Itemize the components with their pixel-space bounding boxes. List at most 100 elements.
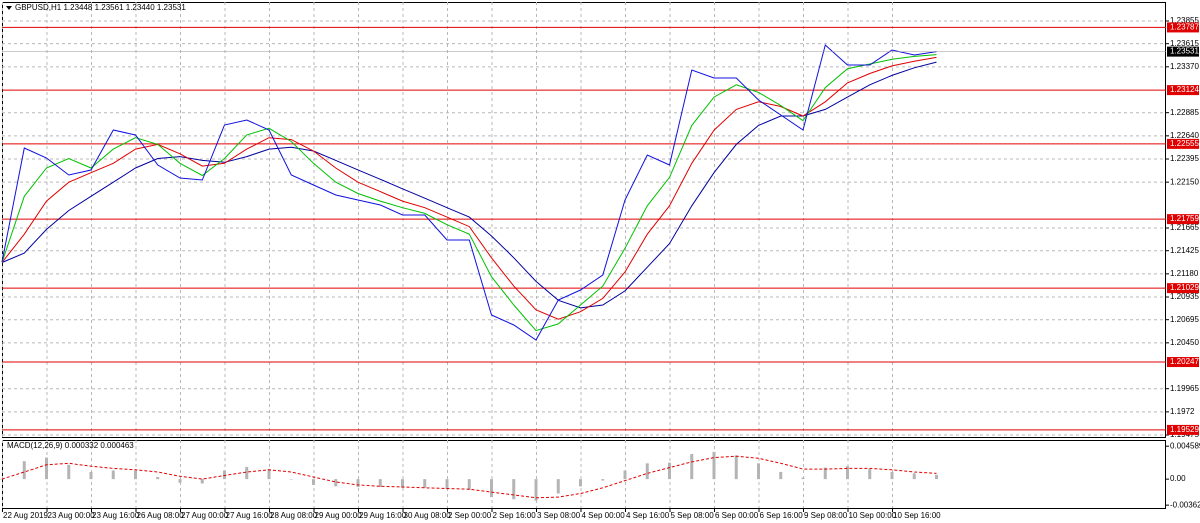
histogram-bar bbox=[178, 479, 182, 483]
y-tick-label: 1.20450 bbox=[1170, 338, 1199, 347]
macd-frame bbox=[2, 440, 1166, 509]
histogram-bar bbox=[690, 454, 694, 480]
y-tick-label: 1.22150 bbox=[1170, 177, 1199, 186]
level-tag bbox=[1167, 424, 1199, 435]
histogram-bar bbox=[846, 466, 849, 480]
x-tick-label: 23 Aug 00:00 bbox=[48, 511, 96, 520]
histogram-bar bbox=[579, 479, 582, 487]
histogram-bar bbox=[89, 471, 93, 480]
level-tag bbox=[1167, 357, 1199, 368]
last-price-tag bbox=[1167, 46, 1199, 57]
x-tick-label: 2 Sep 00:00 bbox=[448, 511, 492, 520]
histogram-bar bbox=[467, 479, 471, 490]
x-tick-label: 10 Sep 16:00 bbox=[893, 511, 941, 520]
level-label: 1.21029 bbox=[1170, 283, 1199, 292]
y-tick-label: 1.22395 bbox=[1170, 154, 1199, 163]
y-tick-label: 1.1972 bbox=[1170, 407, 1195, 416]
x-tick-label: 29 Aug 16:00 bbox=[359, 511, 407, 520]
histogram-bar bbox=[67, 464, 71, 480]
y-tick-label: 1.20695 bbox=[1170, 315, 1199, 324]
level-label: 1.20247 bbox=[1170, 357, 1199, 366]
histogram-bar bbox=[156, 476, 160, 480]
histogram-bar bbox=[423, 479, 427, 488]
x-tick-label: 5 Sep 08:00 bbox=[671, 511, 715, 520]
histogram-bar bbox=[0, 479, 4, 480]
x-tick-label: 6 Sep 00:00 bbox=[715, 511, 759, 520]
histogram-bar bbox=[312, 479, 315, 485]
y-tick-label: 0.00 bbox=[1170, 474, 1186, 483]
histogram-bar bbox=[601, 479, 605, 481]
indicator-line bbox=[1, 455, 937, 499]
x-tick-label: 22 Aug 2019 bbox=[3, 511, 48, 520]
histogram-bar bbox=[912, 473, 916, 480]
histogram-bar bbox=[757, 463, 760, 480]
y-tick-label: 1.21425 bbox=[1170, 246, 1199, 255]
histogram-bar bbox=[668, 462, 671, 480]
histogram-bar bbox=[378, 479, 382, 488]
symbol-icon bbox=[6, 6, 12, 10]
x-tick-label: 4 Sep 00:00 bbox=[582, 511, 626, 520]
y-tick-label: -0.003622 bbox=[1170, 500, 1200, 509]
x-tick-label: 4 Sep 16:00 bbox=[626, 511, 670, 520]
histogram-bar bbox=[490, 479, 493, 498]
level-label: 1.23787 bbox=[1170, 23, 1199, 32]
y-tick-label: 1.23615 bbox=[1170, 39, 1199, 48]
y-tick-label: 1.22640 bbox=[1170, 131, 1199, 140]
histogram-bar bbox=[935, 474, 938, 480]
histogram-bar bbox=[779, 471, 783, 480]
indicator-line bbox=[1, 54, 937, 332]
histogram-bar bbox=[45, 457, 48, 480]
level-tag bbox=[1167, 85, 1199, 96]
x-tick-label: 27 Aug 16:00 bbox=[226, 511, 274, 520]
level-tag bbox=[1167, 138, 1199, 149]
y-tick-label: 1.21180 bbox=[1170, 269, 1199, 278]
histogram-bar bbox=[823, 467, 827, 480]
indicator-line bbox=[1, 61, 937, 309]
x-tick-label: 28 Aug 08:00 bbox=[270, 511, 318, 520]
histogram-bar bbox=[445, 479, 449, 490]
histogram-bar bbox=[134, 470, 137, 480]
histogram-bar bbox=[534, 479, 538, 501]
histogram-bar bbox=[223, 470, 226, 480]
y-tick-label: 0.004589 bbox=[1170, 441, 1200, 450]
histogram-bar bbox=[712, 451, 716, 480]
x-tick-label: 23 Aug 16:00 bbox=[92, 511, 140, 520]
histogram-bar bbox=[556, 479, 560, 494]
x-tick-label: 2 Sep 16:00 bbox=[493, 511, 537, 520]
level-label: 1.23124 bbox=[1170, 85, 1199, 94]
level-label: 1.21759 bbox=[1170, 214, 1199, 223]
y-tick-label: 1.19965 bbox=[1170, 384, 1199, 393]
x-tick-label: 29 Aug 00:00 bbox=[315, 511, 363, 520]
level-label: 1.22555 bbox=[1170, 139, 1199, 148]
x-tick-label: 30 Aug 08:00 bbox=[404, 511, 452, 520]
histogram-bar bbox=[22, 461, 26, 480]
y-tick-label: 1.23370 bbox=[1170, 62, 1199, 71]
y-tick-label: 1.22885 bbox=[1170, 108, 1199, 117]
histogram-bar bbox=[512, 479, 516, 500]
y-tick-label: 1.20935 bbox=[1170, 292, 1199, 301]
histogram-bar bbox=[289, 479, 293, 480]
last-price-label: 1.23531 bbox=[1170, 47, 1199, 56]
level-tag bbox=[1167, 283, 1199, 294]
x-tick-label: 6 Sep 16:00 bbox=[760, 511, 804, 520]
level-tag bbox=[1167, 214, 1199, 225]
chart-title: GBPUSD,H1 1.23448 1.23561 1.23440 1.2353… bbox=[15, 3, 186, 12]
level-label: 1.19529 bbox=[1170, 425, 1199, 434]
histogram-bar bbox=[401, 479, 404, 488]
macd-title: MACD(12,26,9) 0.000332 0.000463 bbox=[7, 441, 134, 450]
histogram-bar bbox=[890, 471, 894, 480]
level-tag bbox=[1167, 22, 1199, 33]
histogram-bar bbox=[200, 479, 204, 484]
histogram-bar bbox=[868, 469, 872, 480]
x-tick-label: 9 Sep 08:00 bbox=[804, 511, 848, 520]
histogram-bar bbox=[645, 463, 649, 480]
histogram-bar bbox=[267, 469, 271, 480]
histogram-bar bbox=[111, 470, 115, 480]
histogram-bar bbox=[245, 466, 249, 480]
y-tick-label: 1.23855 bbox=[1170, 16, 1199, 25]
histogram-bar bbox=[801, 477, 805, 480]
x-tick-label: 26 Aug 08:00 bbox=[137, 511, 185, 520]
x-tick-label: 3 Sep 08:00 bbox=[537, 511, 581, 520]
